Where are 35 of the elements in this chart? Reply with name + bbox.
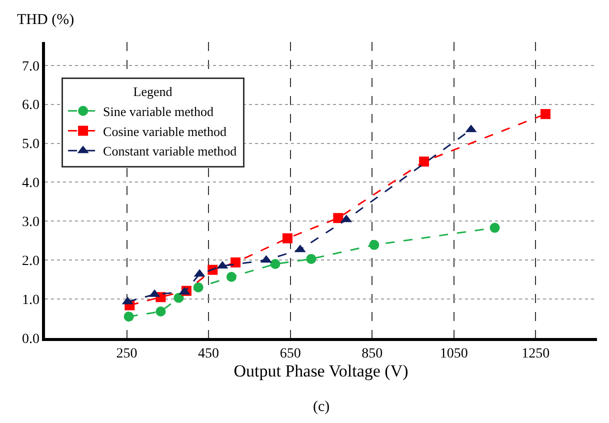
x-tick-label: 1050	[440, 346, 468, 362]
y-tick-label: 6.0	[22, 98, 40, 114]
point	[193, 282, 204, 292]
x-tick-label: 1250	[522, 346, 550, 362]
legend-label: Sine variable method	[103, 104, 214, 119]
legend-label: Cosine variable method	[103, 124, 228, 139]
legend-title: Legend	[133, 84, 173, 99]
x-tick-label: 650	[280, 346, 301, 362]
point	[369, 240, 380, 250]
y-tick-label: 4.0	[22, 176, 40, 192]
y-tick-label: 2.0	[22, 254, 40, 270]
point	[174, 292, 184, 303]
legend-label: Constant variable method	[103, 144, 238, 159]
y-tick-label: 0.0	[22, 332, 40, 347]
point	[156, 306, 166, 317]
x-axis-title: Output Phase Voltage (V)	[234, 362, 408, 381]
point	[230, 257, 241, 268]
point	[419, 156, 430, 167]
point	[490, 222, 500, 233]
point	[306, 254, 316, 264]
text: (c)	[313, 399, 330, 415]
y-tick-label: 7.0	[22, 59, 40, 74]
y-axis-title: THD (%)	[17, 12, 74, 28]
x-tick-label: 250	[116, 346, 138, 362]
y-tick-label: 1.0	[22, 292, 40, 308]
point	[270, 259, 280, 269]
point	[540, 109, 550, 120]
x-tick-label: 850	[362, 346, 383, 362]
y-tick-label: 3.0	[22, 215, 40, 230]
point	[226, 272, 236, 282]
point	[282, 233, 292, 244]
point	[333, 213, 344, 224]
point	[124, 312, 134, 322]
x-tick-label: 450	[198, 346, 220, 362]
y-tick-label: 5.0	[22, 137, 40, 152]
